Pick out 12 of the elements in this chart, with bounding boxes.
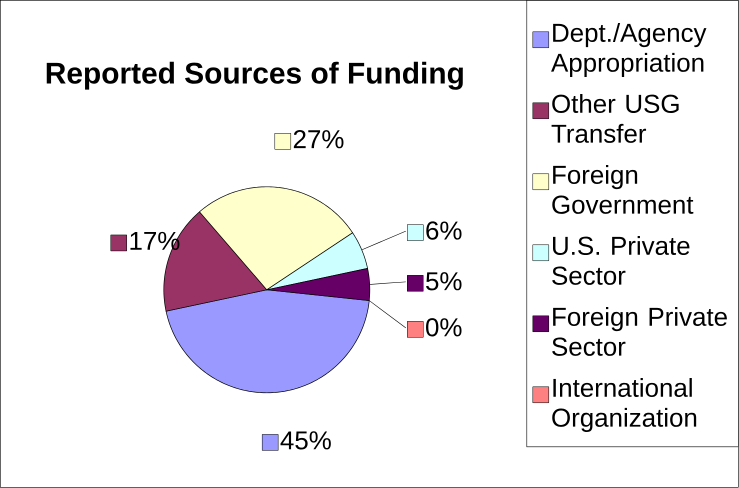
data-label: 5%: [426, 272, 462, 291]
text: Reported Sources of Funding: [46, 62, 463, 90]
text: 0%: [426, 318, 462, 337]
legend-label: U.S. Private Sector: [552, 236, 690, 286]
legend-label: Foreign Government: [552, 165, 694, 214]
data-label: 45%: [280, 432, 331, 450]
legend-label: Dept./Agency Appropriation: [551, 23, 706, 78]
data-label: 6%: [426, 222, 462, 240]
legend-label: International Organization: [552, 378, 696, 432]
legend-label: Other USG Transfer: [552, 94, 679, 144]
legend-label: Foreign Private Sector: [552, 307, 727, 356]
data-label: 27%: [294, 130, 344, 148]
